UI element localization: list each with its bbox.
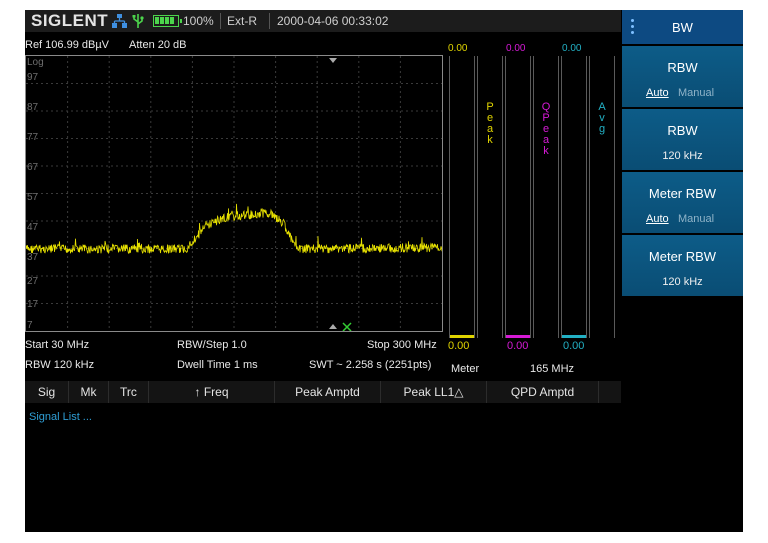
attenuation: Atten 20 dB [129, 39, 187, 51]
avg-meter-top-value: 0.00 [562, 43, 582, 54]
avg-meter-label: Avg [598, 101, 606, 135]
stop-frequency: Stop 300 MHz [367, 339, 437, 351]
meter-rbw-value: 120 kHz [662, 276, 703, 288]
y-tick: 17 [27, 299, 39, 310]
y-tick: 47 [27, 222, 39, 233]
ref-level: Ref 106.99 dBµV [25, 39, 110, 51]
lan-icon [112, 14, 127, 28]
meter-freq-marker-icon [342, 322, 352, 331]
y-tick: 87 [27, 102, 39, 113]
meter-rbw-value-softkey[interactable]: Meter RBW 120 kHz [622, 235, 743, 296]
spectrum-trace [26, 203, 442, 254]
y-tick: 7 [27, 320, 33, 331]
marker-menu-button[interactable]: Mk [69, 381, 109, 403]
y-tick: 37 [27, 252, 39, 263]
rbw-value: 120 kHz [662, 150, 703, 162]
date-time: 2000-04-06 00:33:02 [277, 14, 389, 28]
softkey-panel: BW RBW Auto Manual RBW 120 kHz Meter RBW… [622, 10, 743, 297]
rbw-step: RBW/Step 1.0 [177, 339, 247, 351]
status-bar: SIGLENT 100% Ext-R 2000-04-06 00:33:02 [25, 10, 621, 32]
qpeak-meter-bottom-value: 0.00 [507, 340, 529, 352]
peak-meter-bar-right [477, 56, 503, 338]
avg-meter-bottom-value: 0.00 [563, 340, 585, 352]
meter-rbw-label: Meter RBW [648, 249, 717, 264]
battery-percent: 100% [183, 14, 214, 28]
battery-icon [153, 15, 182, 27]
qpeak-meter-bar-right [533, 56, 559, 338]
scale-type: Log [27, 57, 44, 68]
meter-rbw-mode-label: Meter RBW [648, 186, 717, 201]
bottom-menu-bar: Sig Mk Trc ↑ Freq Peak Amptd Peak LL1△ Q… [25, 381, 621, 403]
more-menu-icon[interactable] [631, 19, 634, 35]
meter-rbw-manual-option[interactable]: Manual [678, 213, 715, 225]
qpd-amplitude-button[interactable]: QPD Amptd [487, 381, 599, 403]
sweep-time: SWT ~ 2.258 s (2251pts) [309, 359, 432, 371]
avg-meter-bar-right [589, 56, 615, 338]
status-separator [220, 13, 221, 29]
rbw-auto-option[interactable]: Auto [646, 87, 669, 99]
analyzer-screen: SIGLENT 100% Ext-R 2000-04-06 00:33:02 R… [25, 10, 743, 532]
rbw-mode-label: RBW [667, 60, 698, 75]
signal-list-link[interactable]: Signal List ... [29, 411, 92, 423]
rbw-label: RBW [667, 123, 698, 138]
y-tick: 27 [27, 276, 39, 287]
trace-menu-button[interactable]: Trc [109, 381, 149, 403]
peak-meter-bottom-value: 0.00 [448, 340, 470, 352]
avg-meter-bar [561, 56, 587, 338]
peak-meter-top-value: 0.00 [448, 43, 468, 54]
spectrum-plot[interactable]: Log 97 87 77 67 57 47 37 27 17 7 [25, 55, 443, 332]
usb-icon [132, 14, 144, 28]
center-marker-bottom-icon [329, 324, 337, 329]
center-marker-top-icon [329, 58, 337, 63]
peak-meter-bar [449, 56, 475, 338]
rbw-readout: RBW 120 kHz [25, 359, 95, 371]
start-frequency: Start 30 MHz [25, 339, 90, 351]
meter-rbw-auto-option[interactable]: Auto [646, 213, 669, 225]
y-tick: 57 [27, 192, 39, 203]
rbw-mode-softkey[interactable]: RBW Auto Manual [622, 46, 743, 107]
rbw-value-softkey[interactable]: RBW 120 kHz [622, 109, 743, 170]
y-tick: 67 [27, 162, 39, 173]
peak-limit-delta-button[interactable]: Peak LL1△ [381, 381, 487, 403]
meter-label: Meter [451, 363, 480, 375]
y-tick: 77 [27, 132, 39, 143]
qpeak-meter-bar [505, 56, 531, 338]
trace-canvas [26, 56, 442, 331]
dwell-time: Dwell Time 1 ms [177, 359, 258, 371]
sort-frequency-button[interactable]: ↑ Freq [149, 381, 275, 403]
sig-menu-button[interactable]: Sig [25, 381, 69, 403]
peak-amplitude-button[interactable]: Peak Amptd [275, 381, 381, 403]
rbw-manual-option[interactable]: Manual [678, 87, 715, 99]
external-reference: Ext-R [227, 14, 257, 28]
y-tick: 97 [27, 72, 39, 83]
status-separator [269, 13, 270, 29]
meter-frequency: 165 MHz [530, 363, 575, 375]
brand-logo: SIGLENT [31, 11, 109, 30]
meter-rbw-mode-softkey[interactable]: Meter RBW Auto Manual [622, 172, 743, 233]
bw-title-label: BW [672, 20, 693, 35]
qpeak-meter-top-value: 0.00 [506, 43, 526, 54]
bw-menu-title: BW [622, 10, 743, 44]
peak-meter-label: Peak [486, 101, 494, 146]
qpeak-meter-label: QPeak [541, 101, 551, 157]
